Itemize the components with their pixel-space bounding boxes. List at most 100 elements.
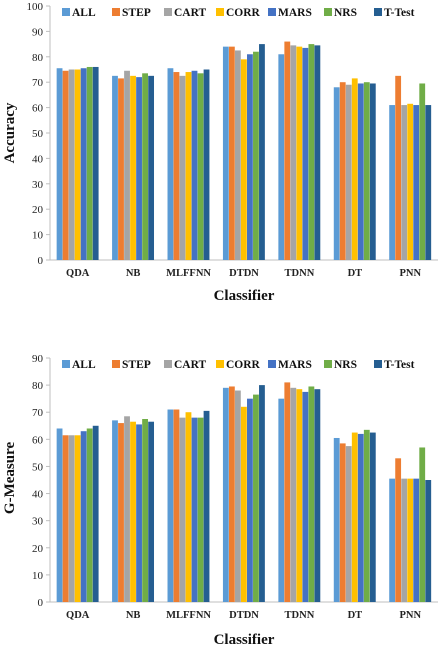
legend: ALL STEP CART CORR MARS NRS T-Test bbox=[62, 359, 415, 371]
bar-cart-dt bbox=[345, 84, 352, 261]
bar-nrs-qda bbox=[86, 66, 93, 261]
bar-step-dt bbox=[339, 82, 346, 260]
bar-step-mlffnn bbox=[173, 72, 180, 260]
y-tick-label: 90 bbox=[32, 353, 44, 365]
bar-step-dtdn bbox=[228, 386, 235, 602]
legend-label: CART bbox=[174, 359, 207, 371]
bar-cart-qda bbox=[68, 435, 75, 602]
bar-cart-qda bbox=[68, 69, 75, 260]
bar-nrs-tdnn bbox=[308, 44, 315, 260]
bar-corr-qda bbox=[74, 69, 81, 260]
bar-cart-pnn bbox=[401, 478, 408, 602]
legend-label: MARS bbox=[278, 359, 312, 371]
legend-swatch bbox=[112, 360, 120, 368]
legend-swatch bbox=[164, 8, 172, 16]
g-measure-chart: 0 10 20 30 40 50 60 70 80 90 QDA NB MLFFNN DTDN TDNN DT… bbox=[2, 353, 438, 648]
legend-label: MARS bbox=[278, 7, 312, 19]
bar-corr-tdnn bbox=[296, 389, 303, 602]
bar-corr-pnn bbox=[407, 478, 414, 602]
bar-corr-pnn bbox=[407, 103, 414, 260]
bar-cart-tdnn bbox=[290, 387, 297, 602]
bar-corr-dt bbox=[351, 432, 358, 602]
bar-group-pnn bbox=[389, 75, 432, 260]
legend-item-mars: MARS bbox=[268, 359, 312, 371]
bar-cart-nb bbox=[124, 416, 130, 602]
bar-nrs-nb bbox=[142, 419, 148, 602]
legend-item-step: STEP bbox=[112, 359, 151, 371]
legend-item-corr: CORR bbox=[216, 7, 261, 19]
legend: ALL STEP CART CORR MARS NRS T-Test bbox=[62, 7, 415, 19]
bar-cart-dt bbox=[345, 446, 352, 602]
y-axis-label: G-Measure bbox=[2, 442, 18, 515]
legend-swatch bbox=[164, 360, 172, 368]
y-tick-label: 10 bbox=[32, 570, 44, 582]
y-tick-label: 70 bbox=[32, 77, 44, 89]
bar-mars-nb bbox=[136, 424, 142, 602]
y-tick-label: 90 bbox=[32, 26, 44, 38]
bar-corr-mlffnn bbox=[185, 72, 192, 260]
bar-corr-nb bbox=[130, 75, 136, 260]
bar-all-mlffnn bbox=[167, 409, 174, 602]
x-tick-label: PNN bbox=[399, 610, 421, 621]
bar-group-dtdn bbox=[222, 44, 265, 261]
legend-item-all: ALL bbox=[62, 7, 96, 19]
legend-swatch bbox=[112, 8, 120, 16]
legend-swatch bbox=[62, 8, 70, 16]
x-tick-label: QDA bbox=[66, 268, 90, 279]
bar-nrs-dt bbox=[363, 429, 370, 602]
bar-nrs-tdnn bbox=[308, 386, 315, 602]
y-tick-label: 20 bbox=[32, 543, 44, 555]
bar-all-dt bbox=[333, 437, 340, 602]
y-tick-label: 0 bbox=[38, 597, 44, 609]
bar-step-tdnn bbox=[284, 41, 291, 261]
bar-nrs-dtdn bbox=[253, 51, 259, 260]
legend-label: ALL bbox=[72, 7, 96, 19]
bar-corr-tdnn bbox=[296, 46, 303, 260]
bar-t-test-nb bbox=[148, 75, 155, 260]
legend-item-mars: MARS bbox=[268, 7, 312, 19]
y-tick-label: 60 bbox=[32, 103, 44, 115]
bar-group-qda bbox=[56, 425, 99, 602]
bar-nrs-dt bbox=[363, 82, 370, 260]
y-tick-label: 0 bbox=[38, 255, 44, 267]
bar-mars-mlffnn bbox=[191, 417, 198, 602]
x-tick-label: DTDN bbox=[229, 610, 259, 621]
y-tick-label: 40 bbox=[32, 489, 44, 501]
x-tick-label: MLFFNN bbox=[166, 268, 211, 279]
legend-item-nrs: NRS bbox=[324, 359, 357, 371]
bar-cart-mlffnn bbox=[179, 75, 186, 260]
y-tick-label: 20 bbox=[32, 204, 44, 216]
bar-step-pnn bbox=[395, 458, 402, 602]
bar-corr-dtdn bbox=[240, 406, 247, 602]
legend-label: STEP bbox=[122, 359, 151, 371]
bar-group-mlffnn bbox=[167, 68, 210, 261]
y-tick-label: 80 bbox=[32, 52, 44, 64]
y-tick-label: 30 bbox=[32, 516, 44, 528]
x-tick-label: MLFFNN bbox=[166, 610, 211, 621]
legend-swatch bbox=[324, 8, 332, 16]
bar-all-nb bbox=[112, 420, 118, 602]
legend-label: CORR bbox=[226, 359, 261, 371]
bar-t-test-dtdn bbox=[259, 385, 265, 602]
bar-t-test-mlffnn bbox=[203, 410, 210, 602]
y-tick-label: 80 bbox=[32, 380, 44, 392]
bar-t-test-qda bbox=[92, 425, 99, 602]
bar-step-dtdn bbox=[228, 46, 235, 260]
bar-t-test-tdnn bbox=[314, 45, 321, 261]
legend-label: CART bbox=[174, 7, 207, 19]
bar-group-nb bbox=[112, 70, 155, 261]
bar-mars-dt bbox=[357, 83, 364, 260]
bar-all-tdnn bbox=[278, 398, 285, 602]
legend-item-corr: CORR bbox=[216, 359, 261, 371]
bar-all-pnn bbox=[389, 478, 396, 602]
bar-t-test-pnn bbox=[425, 105, 432, 260]
bar-t-test-nb bbox=[148, 421, 155, 602]
legend-item-cart: CART bbox=[164, 359, 207, 371]
y-tick-label: 50 bbox=[32, 128, 44, 140]
legend-label: NRS bbox=[334, 359, 357, 371]
bar-all-qda bbox=[56, 428, 63, 602]
legend-label: STEP bbox=[122, 7, 151, 19]
bar-all-dt bbox=[333, 87, 340, 260]
bar-mars-dtdn bbox=[247, 54, 253, 261]
bar-group-dtdn bbox=[222, 385, 265, 602]
